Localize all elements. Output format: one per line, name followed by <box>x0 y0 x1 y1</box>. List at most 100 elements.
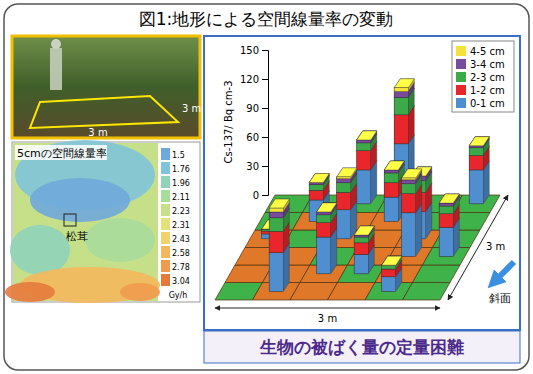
bar-top <box>469 137 489 146</box>
bar <box>337 183 351 193</box>
frame <box>4 4 529 370</box>
bar <box>269 253 283 292</box>
floor-cell <box>403 283 451 301</box>
bar-top <box>382 256 402 265</box>
tick-label: 30 <box>246 161 259 172</box>
legend-swatch <box>456 46 466 56</box>
bar-side <box>357 131 377 140</box>
colorbar-label: 2.43 <box>172 235 190 244</box>
legend-label: 4-5 cm <box>470 46 505 57</box>
bar <box>439 227 453 256</box>
colorbar-swatch <box>161 190 170 202</box>
bar <box>317 212 331 215</box>
colorbar-label: 3.04 <box>172 277 190 286</box>
bar <box>357 170 371 204</box>
bar <box>354 237 368 243</box>
floor-cell <box>413 265 461 283</box>
bar <box>394 88 408 92</box>
colorbar-label: 2.31 <box>172 221 190 230</box>
legend-label: 0-1 cm <box>470 98 505 109</box>
bar <box>384 183 398 198</box>
bar-side <box>317 203 337 212</box>
photo-label: 3 m <box>182 103 201 114</box>
bar <box>337 192 351 209</box>
bar <box>382 265 396 269</box>
bar <box>317 215 331 223</box>
bar-side <box>384 161 404 173</box>
bar <box>317 211 331 212</box>
tick-mark <box>262 195 268 196</box>
tick: 90 <box>246 103 268 114</box>
colorbar-swatch <box>161 274 170 286</box>
chart-panel <box>204 36 520 330</box>
map-marker <box>64 214 76 226</box>
photo <box>12 36 200 138</box>
bar <box>469 145 483 146</box>
bar <box>309 185 323 191</box>
tick: 120 <box>240 74 268 85</box>
bar-side <box>384 161 404 170</box>
bar-top <box>337 168 357 177</box>
bar <box>317 237 331 274</box>
label-bg <box>15 145 107 160</box>
figure: 図1:地形による空間線量率の変動3 m3 m5cmの空間線量率松茸1.51.76… <box>0 0 533 374</box>
y-axis: 0 30 60 90 120 150 <box>240 45 269 201</box>
photo-person-head <box>51 39 61 49</box>
bar <box>354 243 368 255</box>
tick: 150 <box>240 45 268 56</box>
bar-side <box>354 226 374 235</box>
colorbar-label: 1.5 <box>172 151 185 160</box>
bar <box>439 203 453 206</box>
colorbar-swatch <box>161 148 170 160</box>
footer: 生物の被ばく量の定量困難 <box>259 337 464 357</box>
legend-swatch <box>456 59 466 69</box>
colorbar-swatch <box>161 260 170 272</box>
tick-label: 120 <box>240 74 259 85</box>
bar <box>354 235 368 236</box>
tick: 0 <box>253 190 268 201</box>
axis-line <box>262 51 269 196</box>
bar <box>269 212 283 218</box>
tick-mark <box>262 50 268 51</box>
colorbar-label: 1.96 <box>172 179 190 188</box>
bar-top <box>394 79 414 88</box>
bar-top <box>357 131 377 140</box>
colorbar-label: 2.58 <box>172 249 190 258</box>
bar-top <box>439 194 459 203</box>
bar-top <box>382 256 402 265</box>
bar-side <box>382 256 402 265</box>
bar-side <box>309 174 329 183</box>
bar-side <box>394 79 414 92</box>
bar <box>309 183 323 185</box>
bar <box>384 173 398 183</box>
bar <box>439 203 453 204</box>
bar-top <box>354 226 374 235</box>
tick-label: 0 <box>253 190 259 201</box>
map-label: 松茸 <box>66 230 88 243</box>
bar <box>269 218 283 232</box>
bar-top <box>357 131 377 140</box>
colorbar-label: 1.76 <box>172 165 190 174</box>
tick-label: 60 <box>246 132 259 143</box>
bar-side <box>337 168 357 179</box>
bar <box>394 115 408 144</box>
legend-swatch <box>456 72 466 82</box>
tick: 60 <box>246 132 268 143</box>
bar-side <box>402 169 422 180</box>
bar-side <box>382 256 402 265</box>
colorbar-swatch <box>161 218 170 230</box>
bar <box>317 223 331 238</box>
bar <box>357 140 371 143</box>
map <box>5 140 160 303</box>
legend-swatch <box>456 85 466 95</box>
bar-top <box>269 199 289 208</box>
bar <box>354 254 368 273</box>
map-contour <box>30 178 130 222</box>
bar <box>469 155 483 170</box>
photo-plot <box>30 96 178 128</box>
legend-label: 3-4 cm <box>470 59 505 70</box>
legend: 4-5 cm3-4 cm2-3 cm1-2 cm0-1 cm <box>452 41 514 112</box>
map-contour <box>5 282 55 302</box>
bar <box>357 143 371 151</box>
bar <box>439 206 453 214</box>
